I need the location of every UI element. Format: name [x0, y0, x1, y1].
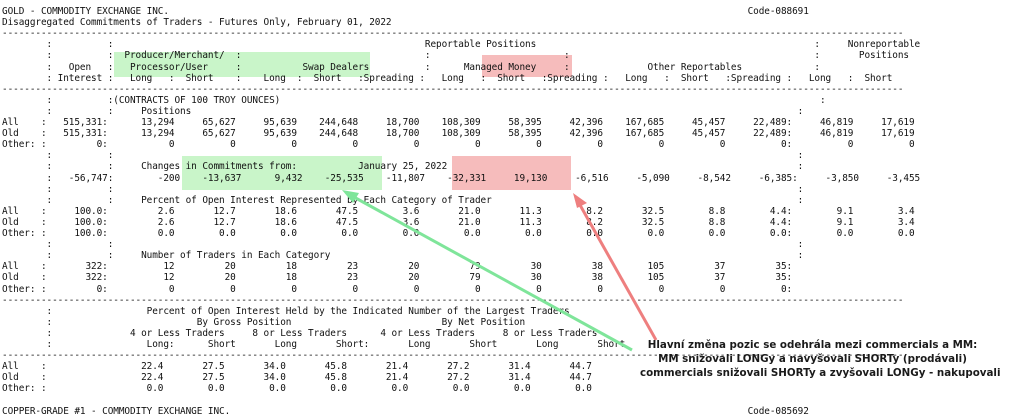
report-line: : : Reportable Positions : Nonreportable	[2, 39, 921, 51]
report-line: COPPER-GRADE #1 - COMMODITY EXCHANGE INC…	[2, 405, 809, 417]
report-line: : : :	[2, 150, 804, 162]
report-line: All : 22.4 27.5 34.0 45.8 21.4 27.2 31.4…	[2, 361, 592, 373]
highlight-managed-money-header	[482, 55, 572, 77]
report-line: ----------------------------------------…	[2, 83, 904, 95]
report-line: : Open : Processor/User : Swap Dealers :…	[2, 61, 821, 73]
highlight-commercials-header	[114, 52, 370, 77]
report-line: : : Producer/Merchant/ : : : : Positions	[2, 50, 910, 62]
report-line: : 4 or Less Traders 8 or Less Traders 4 …	[2, 327, 598, 339]
report-line: ----------------------------------------…	[2, 294, 904, 306]
report-line: : Long: Short Long Short: Long Short Lon…	[2, 339, 626, 350]
green-arrowhead	[342, 190, 359, 203]
report-line: ----------------------------------------…	[2, 28, 904, 40]
report-line: : -56,747: -200 -13,637 9,432 -25,535 -1…	[2, 172, 921, 184]
annotation-line-3: commercials snižovali SHORTy a zvyšovali…	[640, 367, 1001, 379]
report-line: Other: : 0.0 0.0 0.0 0.0 0.0 0.0 0.0 0.0	[2, 383, 592, 395]
report-line: Old : 22.4 27.5 34.0 45.8 21.4 27.2 31.4…	[2, 372, 592, 384]
report-line: Old : 100.0: 2.6 12.7 18.6 47.5 3.6 21.0…	[2, 216, 915, 228]
report-line: : Percent of Open Interest Held by the I…	[2, 305, 570, 317]
report-line: : Interest : Long : Short : Long : Short…	[2, 72, 893, 84]
highlight-managed-money-changes	[452, 156, 571, 190]
report-line: All : 100.0: 2.6 12.7 18.6 47.5 3.6 21.0…	[2, 205, 915, 217]
report-line: GOLD - COMMODITY EXCHANGE INC. Code-0886…	[2, 6, 809, 17]
report-line: Other: : 0: 0 0 0 0 0 0 0 0 0 0 0:	[2, 283, 793, 295]
report-line: : :(CONTRACTS OF 100 TROY OUNCES) :	[2, 94, 826, 106]
red-arrowhead	[573, 193, 587, 208]
report-line: : : Changes in Commitments from: January…	[2, 161, 804, 173]
report-line: : By Gross Position By Net Position	[2, 316, 526, 328]
report-line: : : Positions :	[2, 105, 804, 117]
report-line: Disaggregated Commitments of Traders - F…	[2, 17, 392, 29]
annotation-line-2: MM snižovali LONGy a navyšovali SHORTy (…	[658, 353, 967, 365]
report-line: : : :	[2, 183, 804, 195]
report-line: : : Number of Traders in Each Category :	[2, 250, 804, 262]
highlight-commercials-changes	[182, 156, 382, 190]
report-line: : : :	[2, 239, 804, 251]
report-line: Old : 515,331: 13,294 65,627 95,639 244,…	[2, 128, 915, 140]
report-line: Old : 322: 12 20 18 23 20 79 30 38 105 3…	[2, 272, 793, 284]
green-arrow-line	[351, 194, 633, 352]
report-line: All : 515,331: 13,294 65,627 95,639 244,…	[2, 117, 915, 128]
report-line: All : 322: 12 20 18 23 20 79 30 38 105 3…	[2, 261, 793, 273]
annotation-note: Hlavní změna pozic se odehrála mezi comm…	[640, 338, 1001, 380]
red-arrow-line	[578, 204, 658, 341]
report-line: Other: : 0: 0 0 0 0 0 0 0 0 0 0 0: 0 0	[2, 139, 915, 151]
annotation-line-1: Hlavní změna pozic se odehrála mezi comm…	[647, 339, 978, 351]
report-line: ----------------------------------------…	[2, 350, 904, 362]
